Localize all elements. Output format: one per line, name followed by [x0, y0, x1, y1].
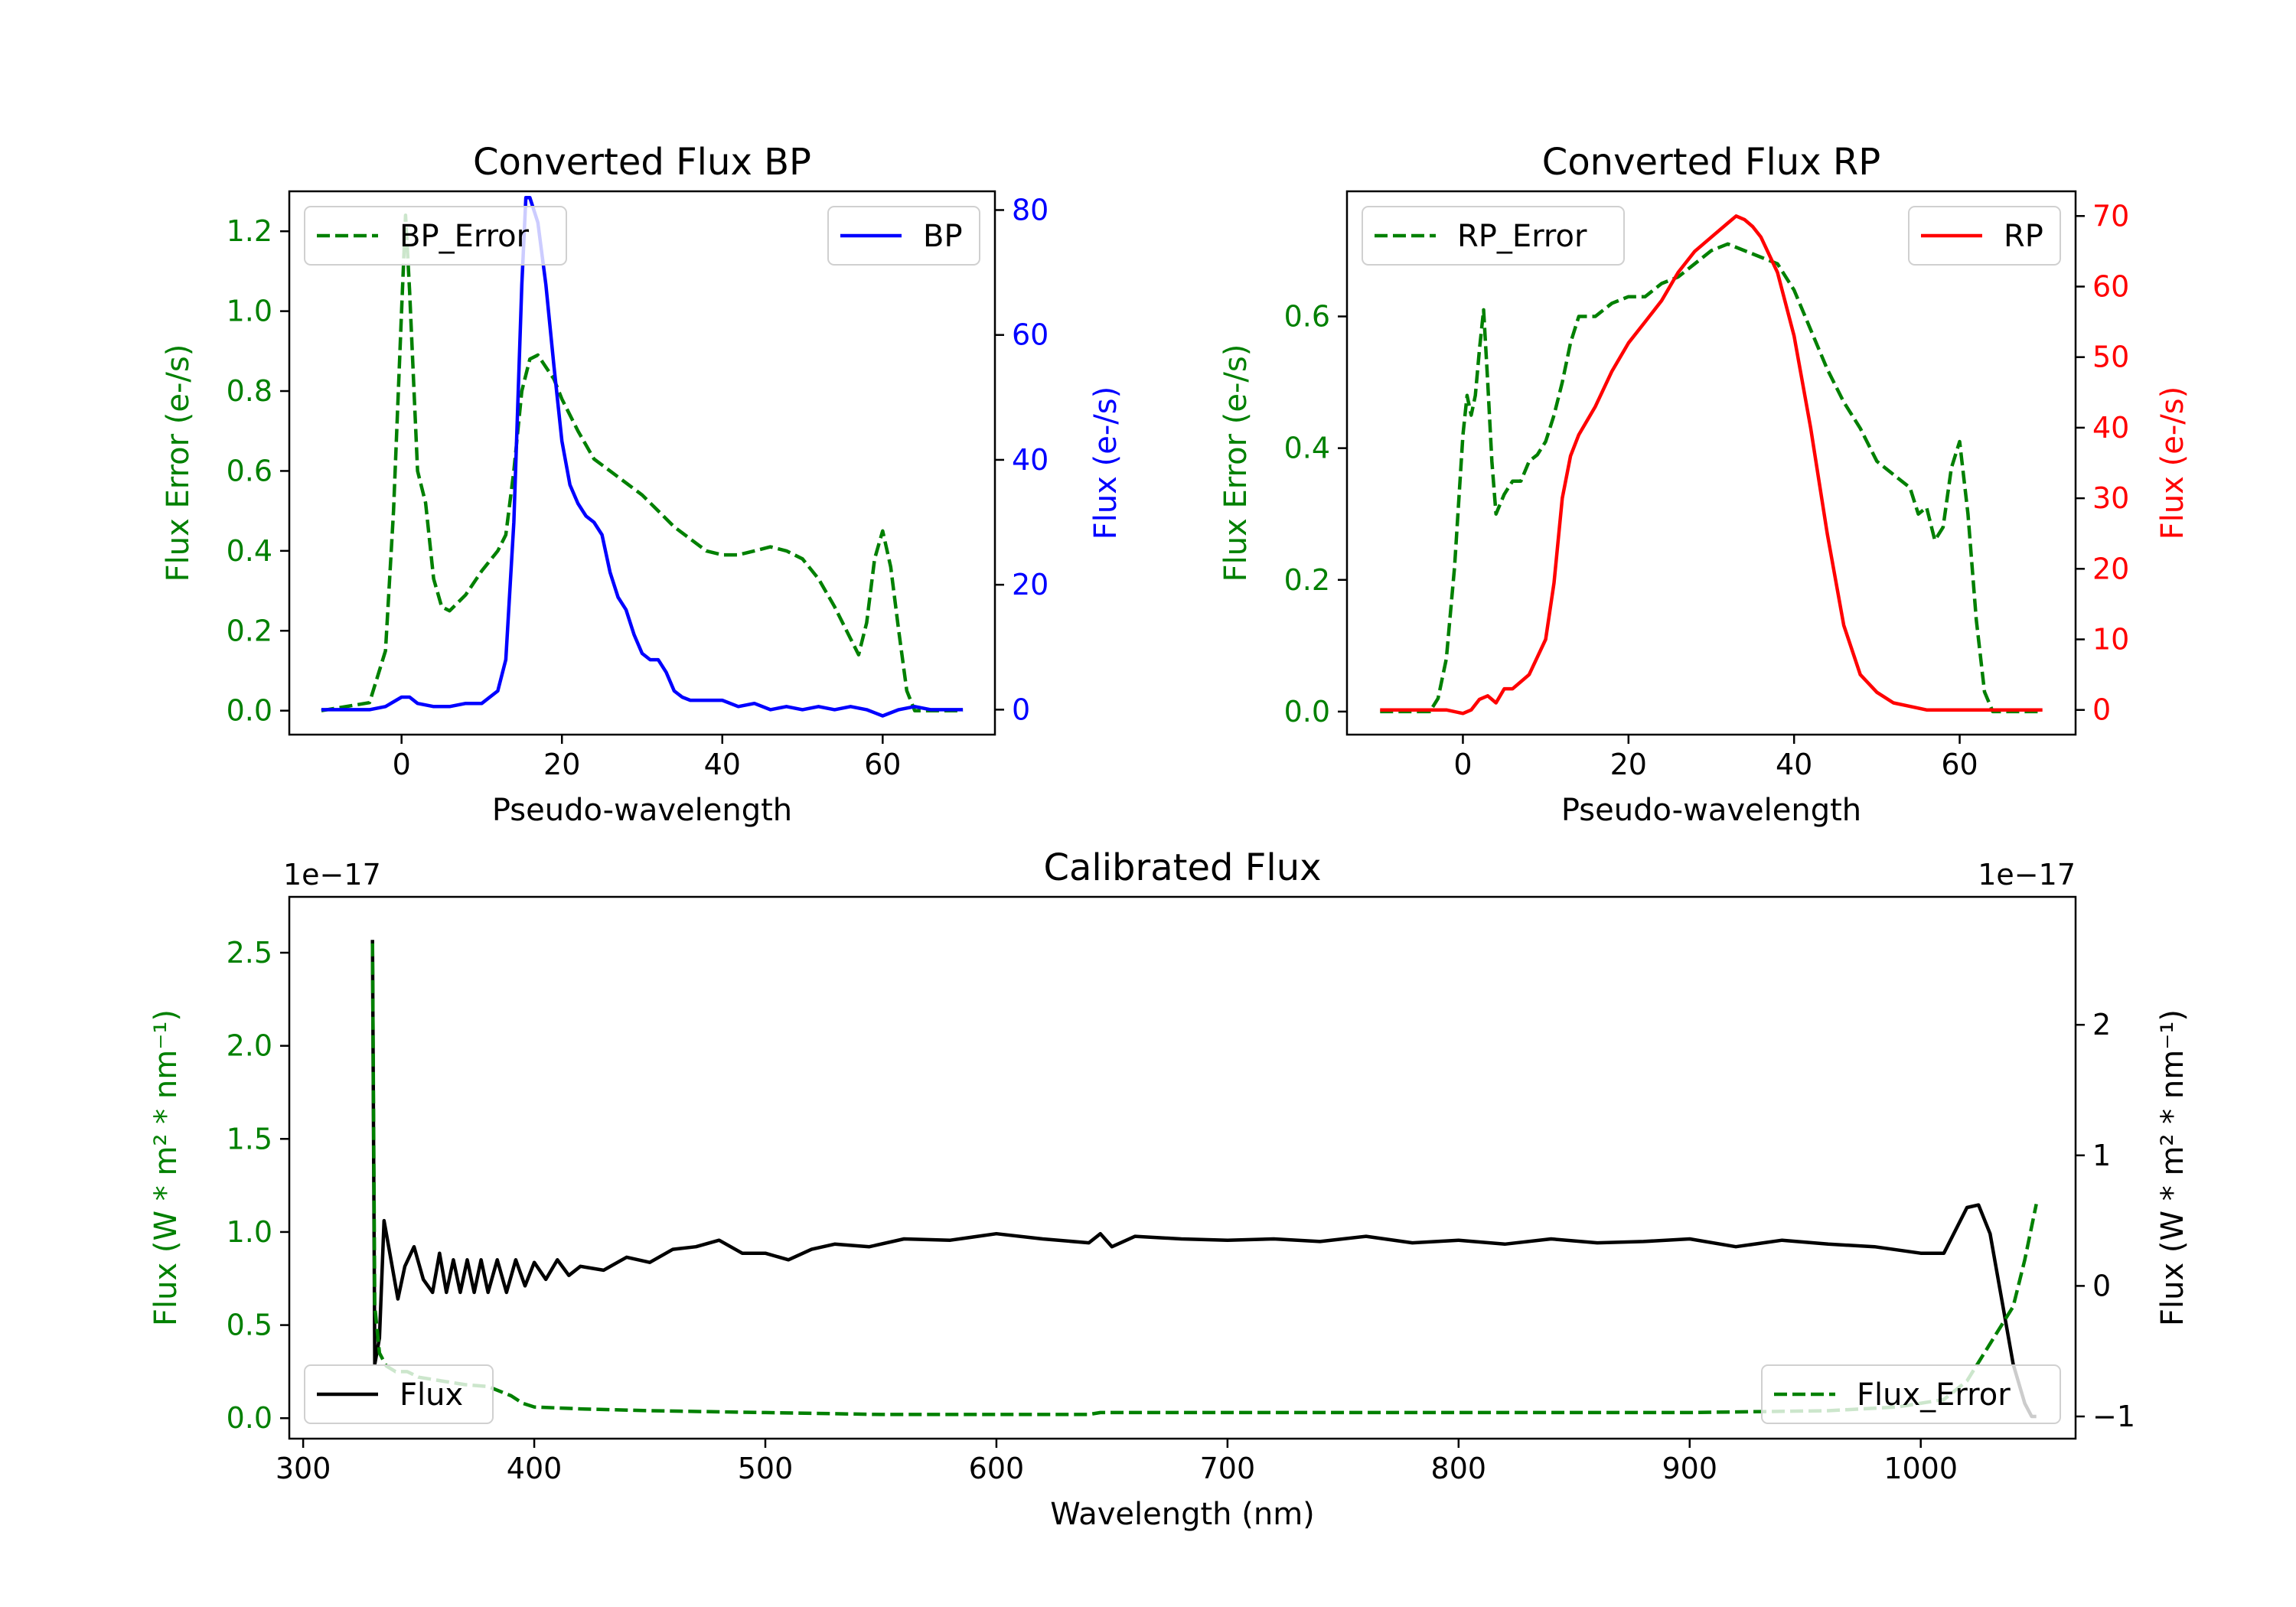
cal-title: Calibrated Flux [1043, 846, 1321, 889]
bp-right-axis-label: Flux (e-/s) [1088, 386, 1124, 539]
legend-label: BP [923, 219, 963, 254]
cal-series-flux [370, 940, 2037, 1419]
cal-right-tick-label: −1 [2092, 1400, 2135, 1433]
cal-right-tick-label: 2 [2092, 1008, 2111, 1041]
cal-right-axis-label: Flux (W * m² * nm⁻¹) [2155, 1009, 2190, 1326]
legend-box [304, 1364, 494, 1424]
cal-xtick-label: 300 [276, 1452, 331, 1485]
cal-xtick-label: 400 [507, 1452, 563, 1485]
legend-box [827, 206, 980, 266]
cal-right-tick-label: 1 [2092, 1139, 2111, 1172]
cal-left-tick-label: 0.0 [227, 1401, 272, 1435]
rp-title: Converted Flux RP [1542, 141, 1880, 184]
rp-left-tick-label: 0.0 [1284, 695, 1330, 729]
bp-xtick-label: 60 [864, 748, 901, 781]
legend-label: RP_Error [1457, 219, 1587, 254]
rp-left-axis-label: Flux Error (e-/s) [1218, 344, 1254, 582]
rp-right-axis-label: Flux (e-/s) [2155, 386, 2190, 539]
legend-label: BP_Error [400, 219, 530, 254]
rp-series-rp-error [1380, 242, 2043, 714]
cal-xtick-label: 800 [1431, 1452, 1487, 1485]
rp-left-tick-label: 0.4 [1284, 432, 1330, 465]
rp-right-tick-label: 0 [2092, 693, 2111, 727]
rp-right-tick-label: 30 [2092, 481, 2129, 515]
bp-left-tick-label: 0.0 [227, 694, 272, 728]
rp-xlabel: Pseudo-wavelength [1561, 793, 1861, 828]
bp-left-tick-label: 0.2 [227, 614, 272, 647]
bp-xtick-label: 0 [393, 748, 411, 781]
rp-xtick-label: 20 [1610, 748, 1647, 781]
cal-left-tick-label: 2.0 [227, 1029, 272, 1063]
cal-right-tick-label: 0 [2092, 1269, 2111, 1302]
rp-right-tick-label: 70 [2092, 199, 2129, 233]
rp-left-tick-label: 0.2 [1284, 563, 1330, 597]
bp-series-bp [321, 195, 964, 718]
cal-xtick-label: 900 [1662, 1452, 1717, 1485]
rp-left-tick-label: 0.6 [1284, 300, 1330, 334]
bp-xtick-label: 20 [543, 748, 580, 781]
cal-left-tick-label: 1.0 [227, 1215, 272, 1249]
rp-series-rp [1380, 214, 2043, 715]
bp-right-tick-label: 60 [1012, 318, 1049, 352]
cal-xtick-label: 600 [969, 1452, 1025, 1485]
bp-title: Converted Flux BP [473, 141, 811, 184]
cal-xtick-label: 700 [1200, 1452, 1256, 1485]
cal-xlabel: Wavelength (nm) [1050, 1497, 1315, 1532]
legend-box [304, 206, 567, 266]
bp-right-tick-label: 0 [1012, 693, 1030, 726]
cal-left-tick-label: 0.5 [227, 1309, 272, 1342]
rp-xtick-label: 0 [1453, 748, 1472, 781]
rp-legend-rp-error: RP_Error [1362, 206, 1625, 266]
rp-right-tick-label: 60 [2092, 269, 2129, 303]
cal-legend-flux: Flux [304, 1364, 494, 1424]
bp-left-axis-label: Flux Error (e-/s) [161, 344, 196, 582]
legend-label: Flux_Error [1857, 1377, 2011, 1413]
bp-axes-frame [288, 190, 996, 736]
bp-legend-bp-error: BP_Error [304, 206, 567, 266]
bp-series-bp-error [321, 214, 964, 712]
cal-left-tick-label: 1.5 [227, 1122, 272, 1156]
calibrated-chart: Calibrated Flux 300 400 500 600 700 800 900 1000… [148, 846, 2190, 1532]
legend-box [1908, 206, 2061, 266]
legend-box [1362, 206, 1625, 266]
bp-legend-bp: BP [827, 206, 980, 266]
legend-label: RP [2004, 219, 2043, 254]
rp-right-tick-label: 50 [2092, 341, 2129, 374]
bp-xtick-label: 40 [704, 748, 741, 781]
cal-right-offset-text: 1e−17 [1978, 858, 2076, 892]
bp-left-tick-label: 0.6 [227, 454, 272, 487]
legend-label: Flux [400, 1377, 463, 1413]
legend-box [1761, 1364, 2061, 1424]
bp-left-tick-label: 1.0 [227, 295, 272, 328]
cal-axes-frame [288, 895, 2077, 1440]
rp-axes-frame [1345, 190, 2077, 736]
cal-left-offset-text: 1e−17 [283, 858, 381, 892]
rp-xtick-label: 60 [1941, 748, 1978, 781]
rp-right-tick-label: 40 [2092, 411, 2129, 445]
bp-chart: Converted Flux BP 0 20 40 60 Pseudo-wavelengt… [161, 141, 1124, 828]
bp-right-tick-label: 20 [1012, 568, 1049, 601]
cal-xtick-label: 1000 [1883, 1452, 1958, 1485]
rp-right-tick-label: 20 [2092, 552, 2129, 585]
bp-left-tick-label: 0.8 [227, 374, 272, 408]
cal-xtick-label: 500 [738, 1452, 794, 1485]
bp-right-tick-label: 80 [1012, 193, 1049, 227]
bp-left-tick-label: 1.2 [227, 214, 272, 248]
rp-xtick-label: 40 [1776, 748, 1812, 781]
cal-left-tick-label: 2.5 [227, 936, 272, 970]
cal-legend-flux-error: Flux_Error [1761, 1364, 2061, 1424]
cal-left-axis-label: Flux (W * m² * nm⁻¹) [148, 1009, 184, 1326]
bp-xlabel: Pseudo-wavelength [492, 793, 792, 828]
bp-left-tick-label: 0.4 [227, 534, 272, 568]
bp-right-tick-label: 40 [1012, 443, 1049, 477]
rp-chart: Converted Flux RP 0 20 40 60 Pseudo-wavelengt… [1218, 141, 2190, 828]
rp-legend-rp: RP [1908, 206, 2061, 266]
rp-right-tick-label: 10 [2092, 623, 2129, 657]
